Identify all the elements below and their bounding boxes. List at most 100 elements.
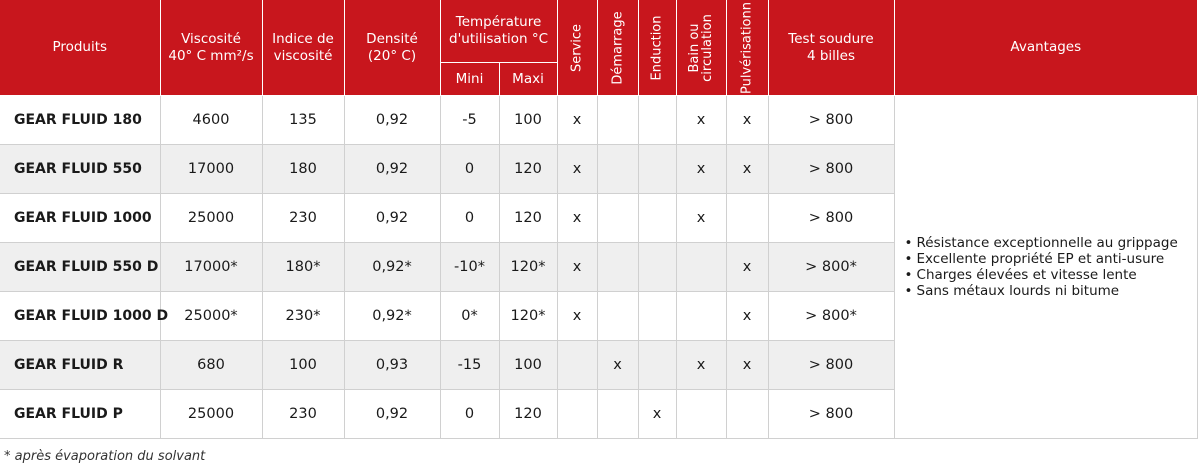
cell-enduction xyxy=(637,95,677,145)
cell-mini: -10* xyxy=(439,242,499,292)
table-row: GEAR FLUID 550 D 17000* 180* 0,92* -10* … xyxy=(0,242,1197,292)
header-maxi: Maxi xyxy=(498,62,558,96)
product-spec-table: Produits Viscosité 40° C mm²/s Indice de… xyxy=(0,0,1198,439)
header-service-label: Service xyxy=(569,23,585,72)
table-row: GEAR FLUID 180 4600 135 0,92 -5 100 x x … xyxy=(0,95,1198,439)
cell-viscosite: 25000 xyxy=(159,389,262,439)
cell-demarrage xyxy=(596,144,639,194)
cell-mini: 0* xyxy=(439,291,499,341)
cell-produit: GEAR FLUID 1000 D xyxy=(0,291,168,341)
cell-service: x xyxy=(556,291,598,341)
cell-pulverisation: x xyxy=(725,95,769,145)
cell-produit: GEAR FLUID 180 xyxy=(0,95,160,145)
cell-densite: 0,93 xyxy=(343,340,440,390)
header-indice: Indice de viscosité xyxy=(261,0,344,96)
cell-maxi: 120 xyxy=(498,144,558,194)
cell-pulverisation: x xyxy=(725,291,769,341)
header-temperature: Température d'utilisation °C xyxy=(439,0,558,63)
cell-produit: GEAR FLUID 1000 xyxy=(0,193,160,243)
header-densite-line2: (20° C) xyxy=(367,47,417,64)
cell-mini: 0 xyxy=(439,144,499,194)
table-row: GEAR FLUID R 680 100 0,93 -15 100 x x x … xyxy=(0,340,1197,390)
cell-service xyxy=(556,340,598,390)
cell-produit: GEAR FLUID R xyxy=(0,340,160,390)
cell-test: > 800* xyxy=(767,242,895,292)
cell-viscosite: 25000* xyxy=(159,291,262,341)
cell-densite: 0,92 xyxy=(343,389,440,439)
cell-densite: 0,92 xyxy=(343,193,440,243)
header-enduction: Enduction xyxy=(637,0,677,96)
cell-densite: 0,92 xyxy=(343,95,440,145)
table-row: GEAR FLUID P 25000 230 0,92 0 120 x > 80… xyxy=(0,389,1197,439)
header-densite: Densité (20° C) xyxy=(343,0,440,96)
header-bain-circulation-label: Bain ou circulation xyxy=(687,13,716,82)
cell-service: x xyxy=(556,193,598,243)
header-indice-line1: Indice de xyxy=(272,30,334,47)
cell-service xyxy=(556,389,598,439)
cell-mini: -5 xyxy=(439,95,499,145)
cell-densite: 0,92* xyxy=(343,291,440,341)
cell-pulverisation: x xyxy=(725,340,769,390)
cell-bain: x xyxy=(675,95,727,145)
cell-indice: 135 xyxy=(261,95,344,145)
cell-pulverisation xyxy=(725,389,769,439)
cell-enduction: x xyxy=(637,389,677,439)
cell-bain: x xyxy=(675,144,727,194)
cell-maxi: 120 xyxy=(498,389,558,439)
cell-maxi: 120* xyxy=(498,242,558,292)
cell-maxi: 100 xyxy=(498,95,558,145)
avantage-item: Excellente propriété EP et anti-usure xyxy=(905,251,1197,267)
cell-densite: 0,92* xyxy=(343,242,440,292)
header-bain-line2: circulation xyxy=(700,13,716,82)
header-viscosite-line2: 40° C mm²/s xyxy=(168,47,254,64)
cell-test: > 800 xyxy=(767,144,895,194)
avantages-list: Résistance exceptionnelle au grippage Ex… xyxy=(905,235,1197,299)
cell-bain: x xyxy=(675,340,727,390)
cell-enduction xyxy=(637,242,677,292)
cell-maxi: 120 xyxy=(498,193,558,243)
cell-pulverisation: x xyxy=(725,144,769,194)
table-row: GEAR FLUID 1000 25000 230 0,92 0 120 x x… xyxy=(0,193,1197,243)
avantage-item: Sans métaux lourds ni bitume xyxy=(905,283,1197,299)
cell-bain xyxy=(675,389,727,439)
table-body: GEAR FLUID 180 4600 135 0,92 -5 100 x x … xyxy=(0,95,1198,439)
cell-mini: 0 xyxy=(439,389,499,439)
cell-pulverisation xyxy=(725,193,769,243)
cell-mini: 0 xyxy=(439,193,499,243)
cell-bain: x xyxy=(675,193,727,243)
header-indice-line2: viscosité xyxy=(273,47,333,64)
header-viscosite-line1: Viscosité xyxy=(181,30,241,47)
cell-viscosite: 25000 xyxy=(159,193,262,243)
cell-test: > 800 xyxy=(767,340,895,390)
cell-maxi: 100 xyxy=(498,340,558,390)
header-temperature-line1: Température xyxy=(455,14,542,30)
cell-avantages: Résistance exceptionnelle au grippage Ex… xyxy=(893,95,1198,439)
cell-viscosite: 17000* xyxy=(159,242,262,292)
cell-indice: 230 xyxy=(261,193,344,243)
header-viscosite: Viscosité 40° C mm²/s xyxy=(159,0,262,96)
header-avantages: Avantages xyxy=(893,0,1198,96)
table-row: GEAR FLUID 550 17000 180 0,92 0 120 x x … xyxy=(0,144,1197,194)
header-test-line2: 4 billes xyxy=(806,47,856,64)
header-pulverisation-label: Pulvérisationn xyxy=(739,1,755,94)
header-demarrage-label: Démarrage xyxy=(610,10,626,85)
cell-produit: GEAR FLUID P xyxy=(0,389,160,439)
cell-indice: 180* xyxy=(261,242,344,292)
header-produits: Produits xyxy=(0,0,160,96)
header-test-line1: Test soudure xyxy=(788,30,874,47)
cell-densite: 0,92 xyxy=(343,144,440,194)
header-mini: Mini xyxy=(439,62,499,96)
cell-test: > 800 xyxy=(767,95,895,145)
cell-indice: 100 xyxy=(261,340,344,390)
table-row: GEAR FLUID 1000 D 25000* 230* 0,92* 0* 1… xyxy=(0,291,1197,341)
cell-test: > 800* xyxy=(767,291,895,341)
cell-bain xyxy=(675,242,727,292)
cell-pulverisation: x xyxy=(725,242,769,292)
avantage-item: Résistance exceptionnelle au grippage xyxy=(905,235,1197,251)
header-test-soudure: Test soudure 4 billes xyxy=(767,0,895,96)
cell-viscosite: 4600 xyxy=(159,95,262,145)
cell-demarrage xyxy=(596,193,639,243)
cell-enduction xyxy=(637,340,677,390)
header-temperature-line2: d'utilisation °C xyxy=(449,31,549,47)
cell-test: > 800 xyxy=(767,389,895,439)
